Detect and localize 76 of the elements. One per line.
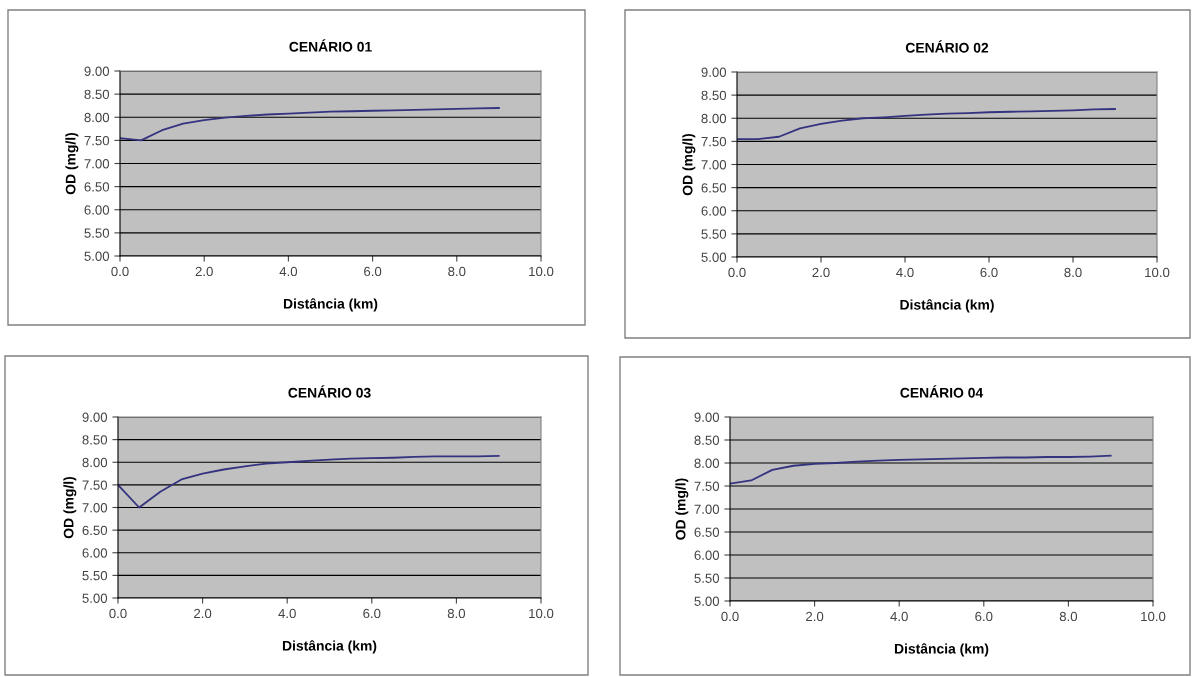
y-axis-title: OD (mg/l) [65,132,79,195]
x-tick-label: 4.0 [890,611,908,622]
x-axis-title: Distância (km) [900,299,994,313]
x-tick-label: 6.0 [363,608,381,619]
x-tick-label: 10.0 [1145,267,1170,278]
y-tick-label: 6.00 [701,206,727,216]
y-tick-label: 5.00 [701,252,727,262]
chart-title: CENÁRIO 03 [288,385,371,398]
x-tick-label: 2.0 [806,611,824,622]
y-tick-label: 5.00 [82,593,108,603]
x-axis-title: Distância (km) [283,298,378,312]
y-tick-label: 9.00 [701,67,727,77]
x-tick-label: 4.0 [278,608,296,619]
chart-title: CENÁRIO 04 [900,385,984,398]
line-series [730,454,1112,485]
y-tick-label: 6.50 [694,527,720,537]
x-tick-label: 6.0 [975,611,993,622]
chart-title: CENÁRIO 02 [905,40,989,53]
x-tick-label: 0.0 [728,267,746,278]
y-tick-label: 5.50 [701,229,727,239]
x-axis-title: Distância (km) [894,643,989,657]
y-tick-label: 6.50 [701,183,727,193]
y-tick-label: 7.50 [694,481,720,491]
x-tick-label: 8.0 [1064,267,1082,278]
y-tick-label: 9.00 [82,412,108,422]
y-tick-label: 8.50 [84,89,110,100]
y-tick-label: 8.00 [701,113,727,124]
y-tick-label: 8.50 [694,435,720,445]
y-tick-label: 6.50 [84,182,110,192]
y-tick-label: 8.50 [82,435,108,445]
y-tick-label: 5.50 [84,228,110,238]
x-tick-label: 6.0 [980,267,998,278]
line-series [120,107,500,142]
x-axis-title: Distância (km) [282,640,377,654]
line-series [737,108,1116,140]
x-tick-label: 10.0 [529,608,554,619]
x-tick-label: 10.0 [1141,611,1166,622]
y-tick-label: 7.00 [694,504,720,514]
x-tick-label: 10.0 [529,266,554,277]
y-axis-title: OD (mg/l) [682,133,696,196]
y-tick-label: 7.00 [84,159,110,169]
y-tick-label: 9.00 [84,66,110,76]
x-tick-label: 2.0 [195,266,213,277]
y-tick-label: 5.00 [694,596,720,606]
y-tick-label: 5.50 [82,570,108,581]
y-tick-label: 8.50 [701,90,727,101]
y-tick-label: 5.50 [694,573,720,583]
x-tick-label: 6.0 [364,266,382,277]
y-tick-label: 6.00 [84,205,110,215]
y-tick-label: 6.50 [82,525,108,536]
y-axis-title: OD (mg/l) [675,478,689,540]
y-tick-label: 7.50 [82,480,108,490]
y-tick-label: 9.00 [694,412,720,422]
x-tick-label: 8.0 [448,266,466,277]
y-tick-label: 7.00 [82,503,108,513]
line-series [118,455,500,509]
x-tick-label: 0.0 [111,266,129,277]
y-tick-label: 6.00 [694,550,720,560]
y-axis-title: OD (mg/l) [63,476,77,539]
x-tick-label: 0.0 [109,608,127,619]
y-tick-label: 5.00 [84,251,110,261]
x-tick-label: 0.0 [721,611,739,622]
y-tick-label: 8.00 [84,112,110,123]
y-tick-label: 7.50 [84,135,110,146]
chart-title: CENÁRIO 01 [289,39,372,52]
y-tick-label: 7.50 [701,136,727,147]
x-tick-label: 8.0 [1059,611,1078,622]
y-tick-label: 7.00 [701,160,727,170]
x-tick-label: 2.0 [194,608,212,619]
x-tick-label: 4.0 [896,267,914,278]
y-tick-label: 8.00 [694,458,720,468]
y-tick-label: 6.00 [82,548,108,558]
x-tick-label: 8.0 [447,608,466,619]
x-tick-label: 2.0 [812,267,830,278]
y-tick-label: 8.00 [82,457,108,468]
x-tick-label: 4.0 [279,266,298,277]
